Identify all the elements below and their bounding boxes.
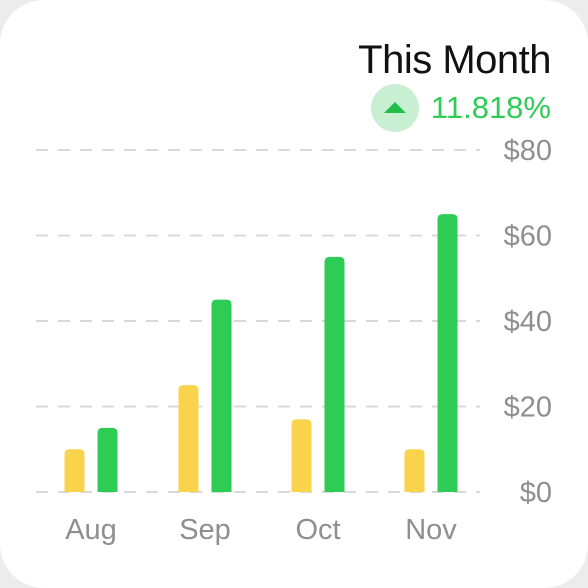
x-tick-label: Oct [295,514,340,546]
bar-green-oct [324,256,345,492]
y-tick-label: $80 [504,135,552,167]
bar-yellow-oct [291,419,312,492]
bar-yellow-sep [178,385,199,492]
bar-green-sep [211,299,232,492]
x-tick-label: Nov [405,514,457,546]
x-tick-label: Aug [65,514,117,546]
change-percent: 11.818% [430,90,551,125]
y-tick-label: $20 [504,392,552,424]
chart-title: This Month [358,38,551,82]
y-tick-label: $0 [520,477,552,509]
y-tick-label: $60 [504,221,552,253]
bar-green-nov [437,214,458,492]
x-axis-ticks: Aug Sep Oct Nov [65,514,457,546]
triangle-up-icon [383,101,406,113]
change-indicator: 11.818% [370,84,551,132]
bar-green-aug [97,427,118,492]
bar-yellow-aug [64,449,85,492]
y-axis-ticks: $0 $20 $40 $60 $80 [504,135,552,509]
change-badge [370,84,419,132]
bar-yellow-nov [404,449,425,492]
x-tick-label: Sep [179,514,231,546]
bars [64,214,458,492]
y-tick-label: $40 [504,306,552,338]
